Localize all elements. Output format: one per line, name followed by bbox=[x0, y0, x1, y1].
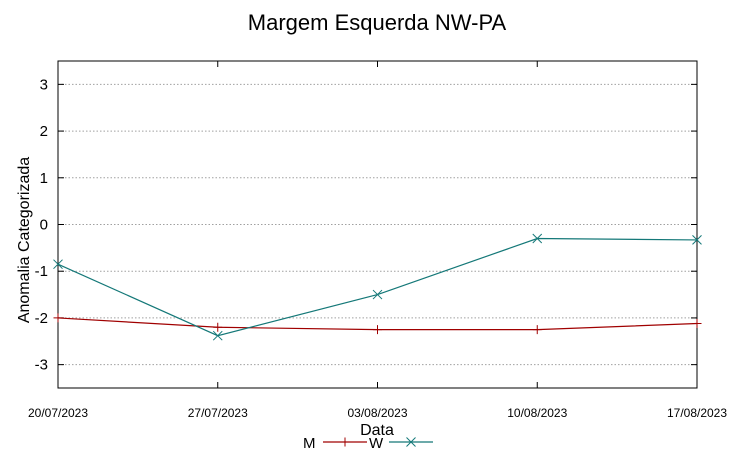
legend-marker-w bbox=[406, 437, 416, 447]
series-m-point bbox=[692, 319, 702, 329]
series-m-point bbox=[373, 325, 382, 335]
series-w-point bbox=[532, 233, 543, 244]
plot-frame bbox=[57, 60, 698, 389]
series-m-point bbox=[53, 313, 63, 323]
grid bbox=[58, 83, 697, 366]
axes: 3 2 1 0 -1 -2 -3 20/07/2023 27/07/2023 03/08/2023… bbox=[28, 60, 727, 420]
x-tick-label: 17/08/2023 bbox=[667, 406, 727, 420]
x-axis-label: Data bbox=[360, 422, 394, 439]
series-w-point bbox=[212, 330, 223, 341]
y-tick-label: 1 bbox=[40, 170, 48, 187]
x-tick-label: 10/08/2023 bbox=[507, 406, 567, 420]
y-tick-label: 0 bbox=[40, 217, 48, 234]
y-tick-label: -3 bbox=[35, 357, 48, 374]
series-w-point bbox=[692, 235, 702, 245]
legend-label-w: W bbox=[369, 435, 384, 452]
x-tick-label: 27/07/2023 bbox=[188, 406, 248, 420]
chart-title: Margem Esquerda NW-PA bbox=[248, 10, 507, 35]
series-layer bbox=[53, 233, 702, 341]
series-w-point bbox=[53, 259, 63, 270]
x-tick-label: 20/07/2023 bbox=[28, 406, 88, 420]
legend-label-m: M bbox=[303, 435, 316, 452]
y-tick-label: -1 bbox=[35, 263, 48, 280]
x-tick-label: 03/08/2023 bbox=[347, 406, 407, 420]
y-tick-label: 2 bbox=[40, 123, 48, 140]
y-axis-label: Anomalia Categorizada bbox=[16, 157, 33, 323]
legend-marker-m bbox=[340, 437, 350, 447]
series-m-point bbox=[213, 322, 223, 332]
y-tick-label: 3 bbox=[40, 76, 48, 93]
series-w-point bbox=[372, 289, 383, 300]
series-m-point bbox=[532, 325, 542, 335]
y-tick-label: -2 bbox=[35, 310, 48, 327]
series-w-line bbox=[57, 237, 698, 337]
